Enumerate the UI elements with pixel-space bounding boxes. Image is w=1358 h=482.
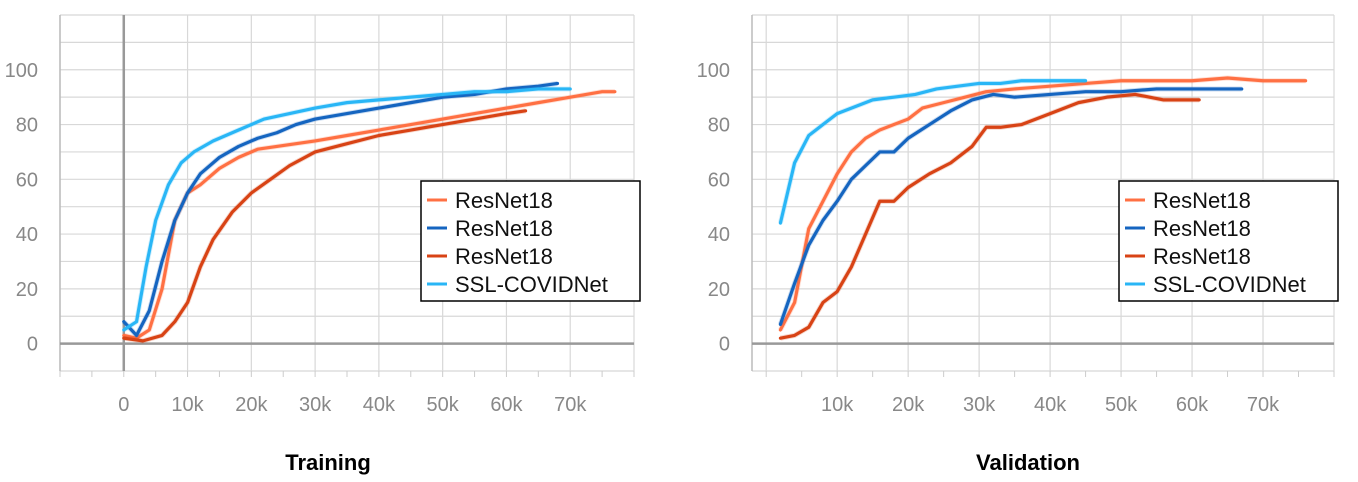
x-tick-label: 20k bbox=[892, 394, 925, 416]
y-tick-label: 100 bbox=[697, 60, 730, 82]
y-tick-label: 40 bbox=[708, 224, 730, 246]
legend-label: ResNet18 bbox=[455, 216, 553, 241]
series-2 bbox=[778, 91, 1201, 341]
x-tick-label: 30k bbox=[299, 394, 332, 416]
x-tick-label: 0 bbox=[118, 394, 129, 416]
y-tick-label: 40 bbox=[16, 224, 38, 246]
y-tick-label: 20 bbox=[16, 279, 38, 301]
legend-box bbox=[420, 180, 641, 302]
x-tick-label: 40k bbox=[1034, 394, 1067, 416]
legend-label: ResNet18 bbox=[1153, 216, 1251, 241]
series-line bbox=[122, 90, 617, 340]
legend-label: SSL-COVIDNet bbox=[1153, 272, 1306, 297]
legend-label: ResNet18 bbox=[1153, 188, 1251, 213]
y-tick-label: 60 bbox=[16, 169, 38, 191]
x-tick-label: 50k bbox=[427, 394, 460, 416]
x-tick-label: 20k bbox=[235, 394, 268, 416]
legend-box bbox=[1118, 180, 1339, 302]
series-0 bbox=[778, 75, 1308, 332]
x-tick-label: 50k bbox=[1105, 394, 1138, 416]
x-tick-label: 10k bbox=[821, 394, 854, 416]
y-tick-label: 100 bbox=[5, 60, 38, 82]
series-line bbox=[122, 81, 560, 337]
validation-panel: 0 20 40 60 80 100 10k 20k 30k 40k 50k 60k 70k ResNet1… bbox=[697, 14, 1339, 475]
series-line bbox=[122, 109, 528, 343]
legend: ResNet18 ResNet18 ResNet18 SSL-COVIDNet bbox=[420, 180, 641, 302]
series-1 bbox=[778, 86, 1244, 327]
y-tick-label: 80 bbox=[708, 115, 730, 137]
series-0 bbox=[122, 89, 617, 341]
series-2 bbox=[122, 108, 528, 344]
legend-label: ResNet18 bbox=[455, 188, 553, 213]
legend-label: ResNet18 bbox=[455, 244, 553, 269]
series-line bbox=[778, 87, 1244, 327]
y-tick-label: 0 bbox=[27, 334, 38, 356]
legend-label: SSL-COVIDNet bbox=[455, 272, 608, 297]
x-tick-label: 70k bbox=[554, 394, 587, 416]
series-line bbox=[122, 87, 572, 332]
series-3 bbox=[777, 78, 1088, 225]
x-tick-label: 30k bbox=[963, 394, 996, 416]
y-tick-label: 0 bbox=[719, 334, 730, 356]
y-tick-label: 80 bbox=[16, 115, 38, 137]
series-line bbox=[778, 79, 1088, 225]
x-tick-label: 60k bbox=[490, 394, 523, 416]
legend-label: ResNet18 bbox=[1153, 244, 1251, 269]
x-tick-label: 70k bbox=[1247, 394, 1280, 416]
x-tick-label: 10k bbox=[171, 394, 204, 416]
training-panel: 0 20 40 60 80 100 0 10k 20k 30k 40k 50k 60k 70k ResNet… bbox=[5, 14, 641, 475]
legend: ResNet18 ResNet18 ResNet18 SSL-COVIDNet bbox=[1118, 180, 1339, 302]
series-3 bbox=[122, 86, 572, 333]
panel-title: Validation bbox=[976, 450, 1080, 475]
series-1 bbox=[121, 80, 560, 338]
series-line bbox=[778, 92, 1201, 340]
panel-title: Training bbox=[285, 450, 371, 475]
x-tick-label: 40k bbox=[363, 394, 396, 416]
y-tick-label: 20 bbox=[708, 279, 730, 301]
x-tick-label: 60k bbox=[1176, 394, 1209, 416]
y-tick-label: 60 bbox=[708, 169, 730, 191]
series-line bbox=[778, 76, 1308, 332]
